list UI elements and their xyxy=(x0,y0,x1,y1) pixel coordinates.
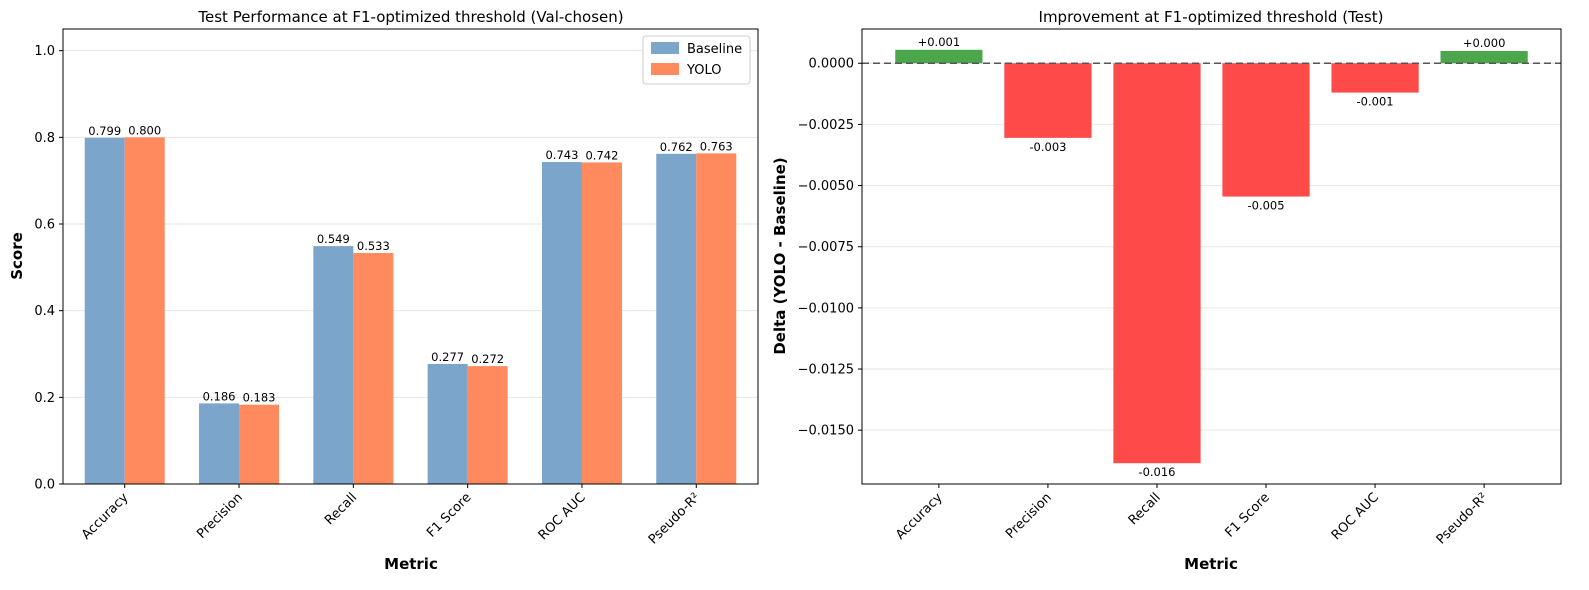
left-data-label: 0.183 xyxy=(243,391,276,405)
left-data-label: 0.762 xyxy=(660,140,693,154)
left-data-labels: 0.799 0.800 0.186 0.183 0.549 0.533 0.277 0.272… xyxy=(88,123,732,404)
right-data-labels: +0.001 -0.003 -0.016 -0.005 -0.001 +0.000 xyxy=(918,35,1506,479)
left-bars xyxy=(84,137,737,485)
right-data-label: +0.000 xyxy=(1463,36,1506,50)
left-legend: Baseline YOLO xyxy=(642,35,751,85)
delta-bar-0 xyxy=(895,49,983,64)
right-data-label: -0.016 xyxy=(1138,465,1175,479)
bar-baseline-1 xyxy=(199,403,240,484)
left-chart-title: Test Performance at F1-optimized thresho… xyxy=(197,8,623,26)
right-data-label: +0.001 xyxy=(918,35,961,49)
left-x-tick-label: ROC AUC xyxy=(536,490,589,543)
left-y-tick-label: 1.0 xyxy=(34,44,55,59)
right-y-tick-label: −0.0100 xyxy=(798,301,854,316)
right-y-tick-label: −0.0075 xyxy=(798,240,854,255)
left-y-tick-label: 0.4 xyxy=(34,304,55,319)
bar-yolo-2 xyxy=(353,253,394,484)
bar-baseline-5 xyxy=(656,153,697,485)
left-y-tick-label: 0.0 xyxy=(34,478,55,493)
left-data-label: 0.277 xyxy=(431,350,464,364)
legend-swatch-yolo xyxy=(651,63,679,75)
left-y-tick-label: 0.8 xyxy=(34,131,55,146)
bar-yolo-1 xyxy=(239,404,280,484)
delta-bar-5 xyxy=(1440,51,1528,64)
bar-yolo-4 xyxy=(581,162,622,484)
bar-baseline-4 xyxy=(541,162,582,485)
left-data-label: 0.533 xyxy=(357,239,390,253)
legend-label-yolo: YOLO xyxy=(686,63,721,78)
left-y-ticks: 0.0 0.2 0.4 0.6 0.8 1.0 xyxy=(34,44,63,493)
right-y-axis-label: Delta (YOLO - Baseline) xyxy=(771,157,789,354)
left-x-axis-label: Metric xyxy=(384,555,438,573)
left-data-label: 0.763 xyxy=(700,139,733,153)
bar-baseline-2 xyxy=(313,246,354,484)
bar-yolo-5 xyxy=(696,153,737,484)
bar-baseline-3 xyxy=(427,363,468,484)
right-data-label: -0.005 xyxy=(1247,199,1284,213)
left-y-axis-label: Score xyxy=(8,232,26,280)
delta-bar-2 xyxy=(1113,63,1201,464)
left-x-tick-label: F1 Score xyxy=(424,490,474,540)
left-data-label: 0.742 xyxy=(585,148,618,162)
delta-bar-4 xyxy=(1331,63,1419,93)
left-x-tick-label: Precision xyxy=(194,490,246,542)
left-plot-frame xyxy=(62,28,759,485)
left-data-label: 0.800 xyxy=(128,123,161,137)
bar-baseline-0 xyxy=(84,137,125,484)
left-x-tick-label: Recall xyxy=(322,490,360,528)
legend-label-baseline: Baseline xyxy=(687,42,742,57)
right-y-ticks: 0.0000 −0.0025 −0.0050 −0.0075 −0.0100 −0.012… xyxy=(798,57,862,439)
left-x-ticks: Accuracy Precision Recall F1 Score ROC AUC Ps… xyxy=(79,484,703,548)
left-x-tick-label: Accuracy xyxy=(79,490,132,543)
left-grid xyxy=(63,50,758,485)
bar-yolo-0 xyxy=(124,137,165,485)
right-chart-title: Improvement at F1-optimized threshold (T… xyxy=(1039,8,1384,26)
right-y-tick-label: −0.0150 xyxy=(798,424,854,439)
right-x-tick-label: F1 Score xyxy=(1222,490,1272,540)
right-x-tick-label: Accuracy xyxy=(893,490,946,543)
left-data-label: 0.186 xyxy=(203,389,236,403)
right-x-tick-label: ROC AUC xyxy=(1329,490,1382,543)
right-data-label: -0.003 xyxy=(1029,140,1066,154)
right-y-tick-label: −0.0125 xyxy=(798,363,854,378)
right-x-axis-label: Metric xyxy=(1184,555,1238,573)
left-y-tick-label: 0.6 xyxy=(34,218,55,233)
right-x-ticks: Accuracy Precision Recall F1 Score ROC AUC Ps… xyxy=(893,484,1491,548)
legend-swatch-baseline xyxy=(651,42,679,54)
delta-bar-3 xyxy=(1222,63,1310,197)
left-data-label: 0.549 xyxy=(317,232,350,246)
bar-yolo-3 xyxy=(467,366,508,484)
right-bars xyxy=(895,49,1528,464)
left-y-tick-label: 0.2 xyxy=(34,391,55,406)
left-chart: Test Performance at F1-optimized thresho… xyxy=(8,8,759,573)
left-data-label: 0.743 xyxy=(545,148,578,162)
right-y-tick-label: −0.0050 xyxy=(798,179,854,194)
right-y-tick-label: 0.0000 xyxy=(809,57,855,72)
left-data-label: 0.799 xyxy=(88,124,121,138)
right-chart: Improvement at F1-optimized threshold (T… xyxy=(771,8,1562,573)
left-data-label: 0.272 xyxy=(471,352,504,366)
right-x-tick-label: Precision xyxy=(1003,490,1055,542)
left-x-tick-label: Pseudo-R² xyxy=(646,490,703,547)
right-data-label: -0.001 xyxy=(1357,95,1394,109)
right-y-tick-label: −0.0025 xyxy=(798,118,854,133)
right-x-tick-label: Recall xyxy=(1126,490,1164,528)
right-grid xyxy=(862,62,1561,431)
right-x-tick-label: Pseudo-R² xyxy=(1434,490,1491,547)
delta-bar-1 xyxy=(1004,63,1092,138)
right-plot-frame xyxy=(861,28,1562,485)
